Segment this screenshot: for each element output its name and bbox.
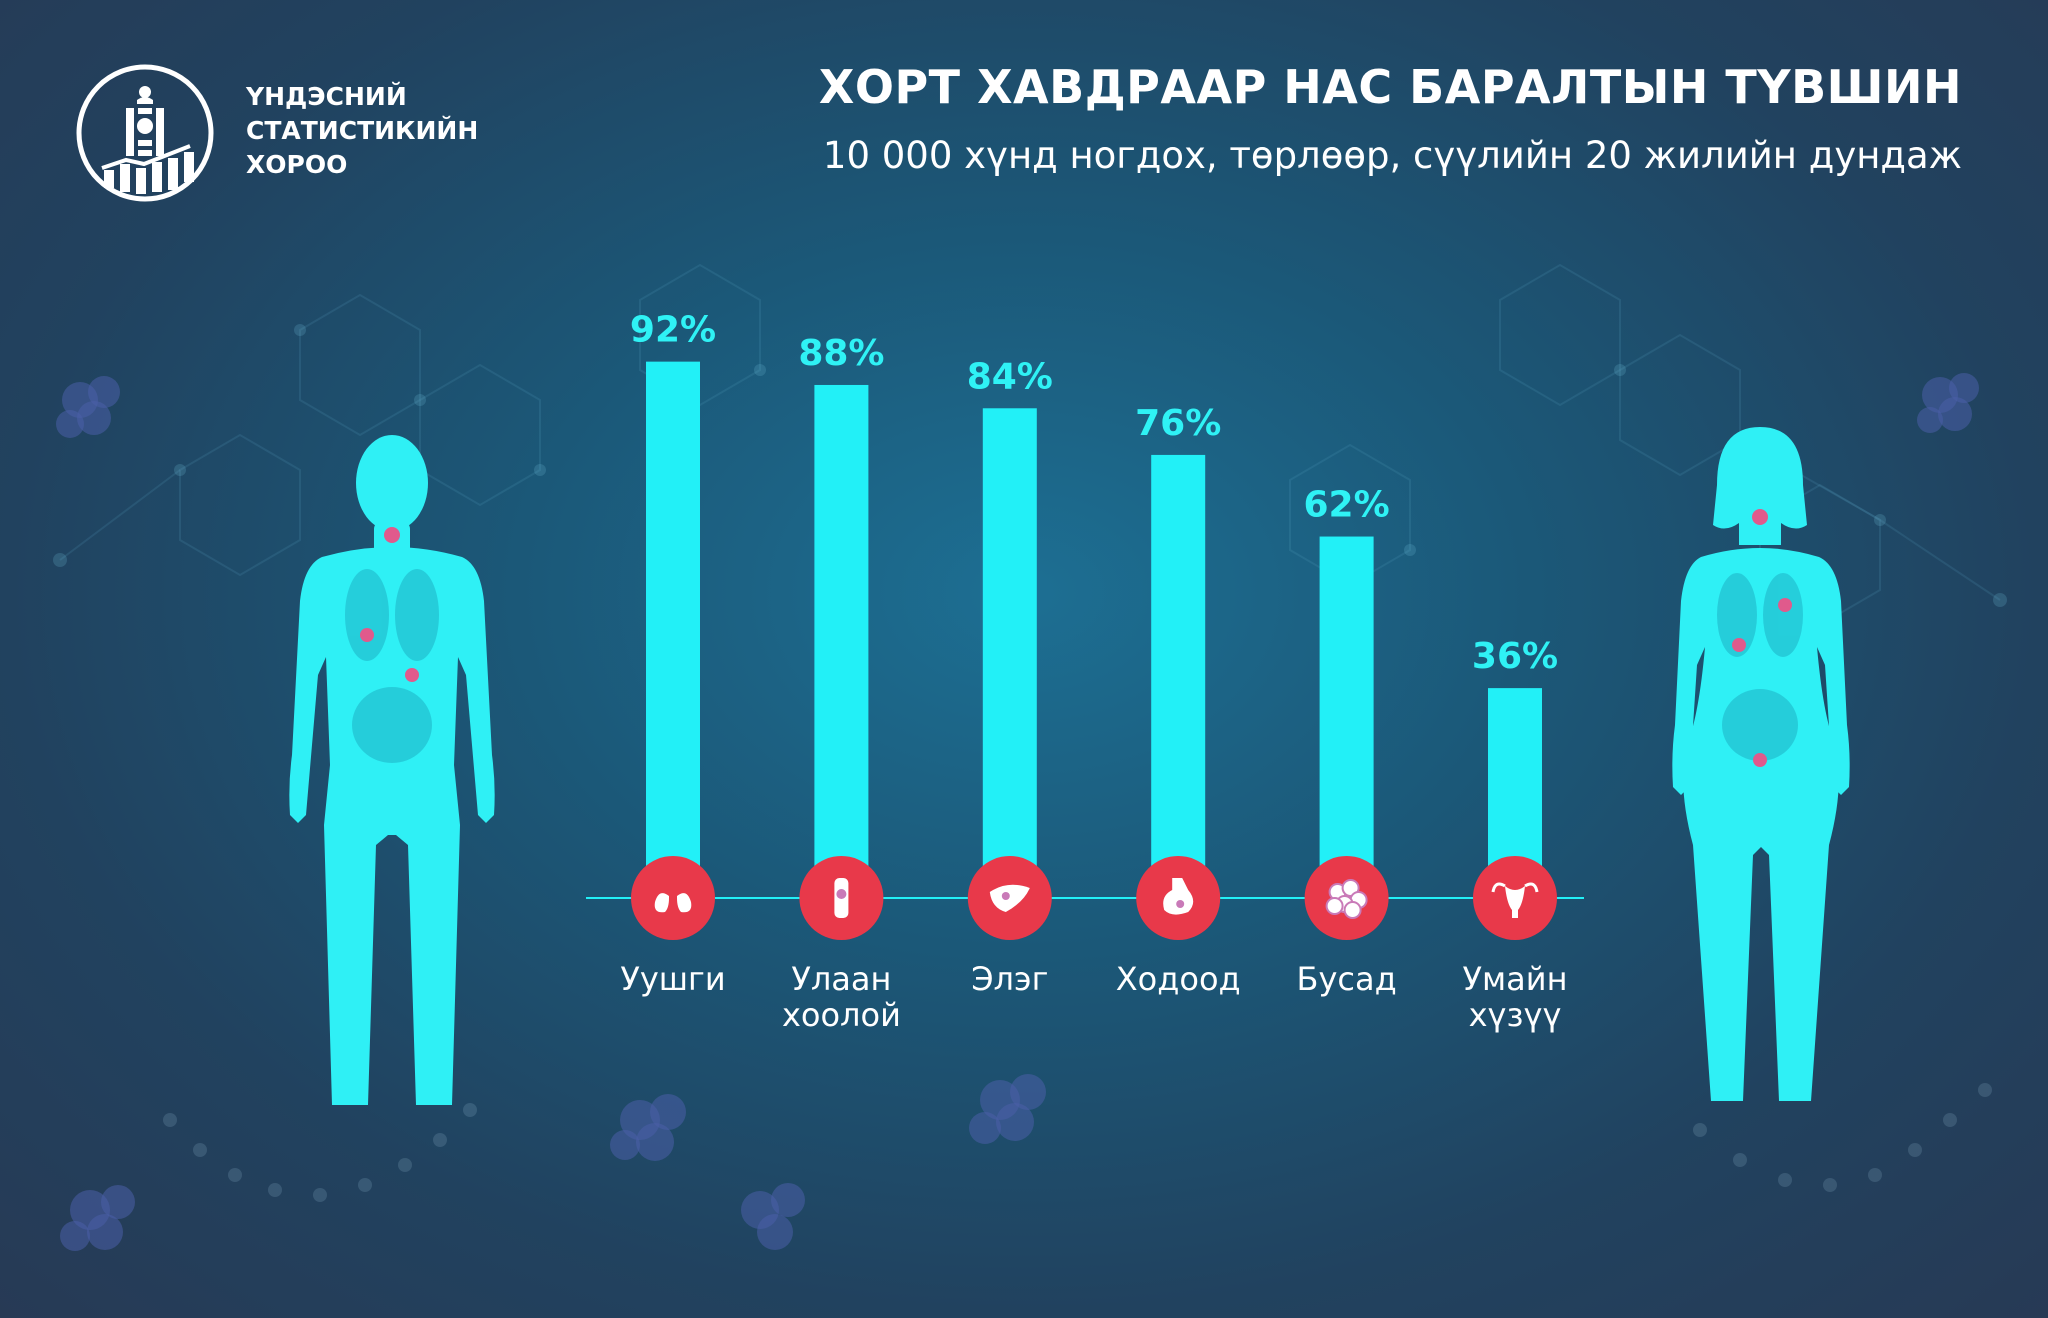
esophagus-icon-shape bbox=[836, 889, 847, 899]
stomach-icon-shape bbox=[1163, 878, 1194, 915]
liver-icon-shape bbox=[1001, 892, 1010, 900]
male-body-figure bbox=[289, 435, 495, 1105]
lungs-icon bbox=[631, 856, 715, 940]
page-subtitle: 10 000 хүнд ногдох, төрлөөр, сүүлийн 20 … bbox=[822, 134, 1962, 177]
page-title: ХОРТ ХАВДРААР НАС БАРАЛТЫН ТҮВШИН bbox=[818, 60, 1962, 114]
uterus-icon-shape bbox=[1524, 882, 1539, 893]
uterus-icon-shape bbox=[1505, 886, 1525, 918]
value-label: 62% bbox=[1304, 485, 1390, 526]
bar bbox=[646, 361, 700, 898]
category-label: Элэг bbox=[971, 960, 1048, 998]
lungs-icon-shape bbox=[654, 882, 669, 913]
value-label: 92% bbox=[630, 310, 716, 351]
tumor-cells-icon-shape bbox=[1343, 901, 1362, 919]
category-label: Улаан bbox=[791, 960, 891, 998]
bar bbox=[1151, 454, 1206, 898]
category-label: Умайн bbox=[1463, 960, 1568, 998]
organization-name-line: ҮНДЭСНИЙ bbox=[246, 82, 407, 111]
category-label: хүзүү bbox=[1469, 996, 1562, 1034]
value-label: 88% bbox=[798, 333, 884, 374]
bar bbox=[1319, 536, 1374, 898]
liver-icon-shape bbox=[989, 884, 1030, 912]
bar bbox=[982, 408, 1037, 898]
uterus-icon-shape bbox=[1491, 882, 1506, 893]
stomach-icon-shape bbox=[1176, 900, 1185, 908]
organization-name-line: ХОРОО bbox=[246, 150, 348, 179]
category-label: Ходоод bbox=[1116, 960, 1241, 998]
category-label: Уушги bbox=[620, 960, 725, 998]
category-label: Бусад bbox=[1296, 960, 1396, 998]
female-body-figure bbox=[1672, 427, 1850, 1101]
value-label: 84% bbox=[967, 356, 1053, 397]
organization-name: ҮНДЭСНИЙ СТАТИСТИКИЙН ХОРОО bbox=[246, 80, 478, 182]
value-label: 36% bbox=[1472, 636, 1558, 677]
lungs-icon-shape bbox=[677, 882, 692, 913]
tumor-cells-icon-shape bbox=[1325, 897, 1344, 915]
category-label: хоолой bbox=[782, 996, 901, 1034]
value-label: 76% bbox=[1135, 403, 1221, 444]
bar bbox=[814, 384, 869, 899]
organization-name-line: СТАТИСТИКИЙН bbox=[246, 116, 479, 145]
organization-logo bbox=[76, 64, 214, 202]
